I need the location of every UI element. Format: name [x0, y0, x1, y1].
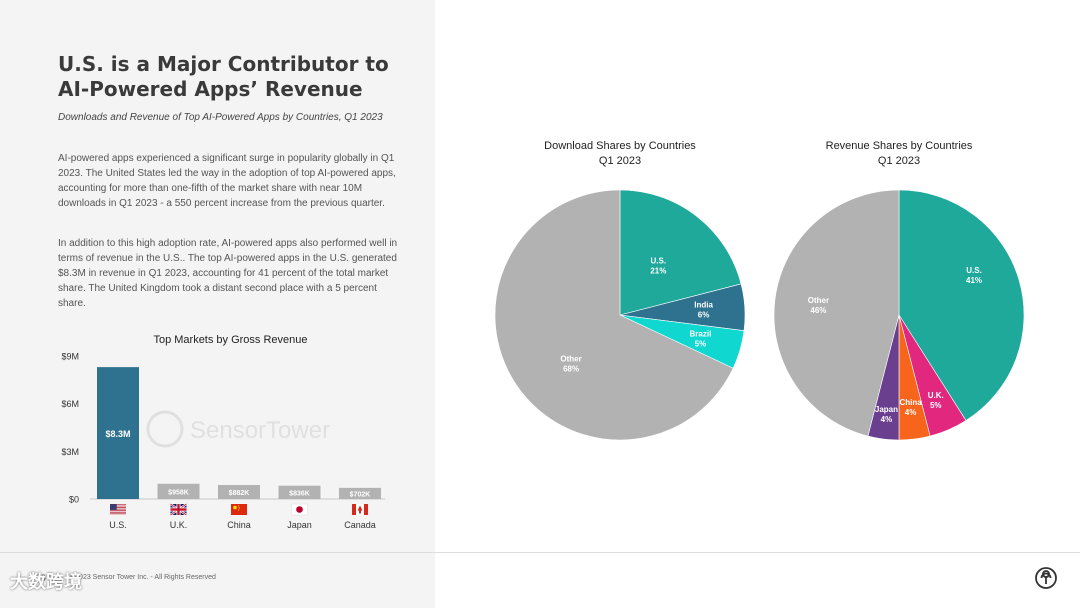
pie-slice-name: Other: [808, 296, 829, 305]
bar-chart-watermark: SensorTower: [146, 410, 330, 448]
sensortower-logo-icon: [1035, 567, 1057, 589]
bar-china: [218, 484, 260, 499]
pie-slice-name: India: [694, 301, 713, 310]
page-title: U.S. is a Major Contributor to AI-Powere…: [58, 52, 389, 101]
paragraph-downloads: AI-powered apps experienced a significan…: [58, 153, 396, 209]
pie-slice-value: 46%: [810, 306, 826, 315]
flag-star: [238, 507, 240, 509]
pie-slice-value: 4%: [905, 408, 917, 417]
revenue-pie-chart: Revenue Shares by Countries Q1 2023 U.S.41…: [773, 140, 1025, 441]
pie-slice-value: 41%: [966, 276, 982, 285]
japan-flag-icon: [291, 503, 308, 516]
pie-title: Download Shares by Countries: [544, 140, 696, 152]
flag-sun: [296, 506, 303, 513]
pie-title: Revenue Shares by Countries: [826, 140, 973, 152]
pie-slice-value: 6%: [698, 311, 710, 320]
flag-leaf: [357, 505, 363, 514]
flag-stripe: [110, 505, 126, 507]
bar-data-label: $836K: [289, 490, 310, 497]
y-tick-label: $0: [69, 495, 79, 505]
us-flag-icon: [110, 504, 126, 515]
pie-slice-name: Japan: [875, 405, 898, 414]
page-number: 29: [36, 573, 47, 583]
bar-japan: [278, 485, 321, 499]
x-tick-label: China: [227, 520, 251, 530]
y-tick-label: $9M: [61, 352, 79, 362]
y-tick-label: $6M: [61, 399, 79, 409]
bar-chart-title: Top Markets by Gross Revenue: [153, 334, 308, 346]
download-pie-chart: Download Shares by Countries Q1 2023 U.S.2…: [494, 140, 746, 441]
y-tick-label: $3M: [61, 447, 79, 457]
bar-uk: [157, 483, 200, 499]
pie-slice-value: 21%: [650, 267, 666, 276]
flag-stripe: [110, 510, 126, 512]
overlay-watermark-text: 大数跨境: [10, 572, 82, 593]
pie-slice-other: [494, 189, 734, 441]
pie-slice-name: U.K.: [928, 391, 944, 400]
bar-data-label: $958K: [168, 489, 189, 496]
pie-subtitle: Q1 2023: [599, 155, 641, 167]
flag-star: [237, 505, 240, 507]
bar-us: [97, 367, 139, 499]
flag-field: [231, 504, 247, 515]
flag-stripe: [110, 511, 126, 513]
flag-stripe: [110, 507, 126, 508]
pie-slice-name: U.S.: [966, 266, 982, 275]
x-tick-label: U.K.: [170, 520, 188, 530]
flag-band: [364, 504, 368, 515]
pie-slice-us: [619, 189, 742, 316]
pie-slice-name: Other: [560, 354, 581, 363]
flag-stripe: [110, 504, 126, 506]
page-subtitle: Downloads and Revenue of Top AI-Powered …: [58, 112, 383, 123]
pie-slice-other: [773, 189, 900, 437]
flag-stripe: [110, 508, 126, 510]
watermark-text: SensorTower: [190, 417, 330, 444]
bar-chart: SensorTower $0 $3M $6M $9M $8.3M U.S. $958K U.K.…: [61, 352, 385, 530]
bar-data-label: $882K: [229, 490, 250, 497]
x-tick-label: Japan: [287, 520, 312, 530]
flag-stripe: [110, 513, 126, 515]
china-flag-icon: [231, 504, 247, 515]
flag-cross-red: [170, 508, 187, 511]
flag-stripe: [110, 504, 126, 505]
flag-star: [237, 509, 240, 511]
flag-canton: [110, 504, 117, 510]
pie-slice-name: U.S.: [651, 257, 667, 266]
bar-data-label: $8.3M: [105, 429, 130, 439]
pie-slice-name: China: [899, 398, 922, 407]
pie-slice-name: Brazil: [690, 329, 712, 338]
pie-slice-value: 5%: [695, 339, 707, 348]
pie-slice-us: [898, 189, 1025, 421]
bar-data-label: $702K: [350, 491, 371, 498]
bar-canada: [339, 487, 381, 499]
flag-band: [352, 504, 356, 515]
x-tick-label: U.S.: [109, 520, 127, 530]
pie-slice-value: 68%: [563, 364, 579, 373]
pie-slice-value: 5%: [930, 401, 942, 410]
watermark-logo-icon: [146, 410, 184, 448]
x-tick-label: Canada: [344, 520, 376, 530]
copyright-text: ©2023 Sensor Tower Inc. - All Rights Res…: [70, 574, 216, 581]
uk-flag-icon: [169, 503, 188, 516]
flag-star: [233, 505, 237, 510]
pie-subtitle: Q1 2023: [878, 155, 920, 167]
paragraph-revenue: In addition to this high adoption rate, …: [58, 238, 398, 309]
footer-divider: [0, 552, 1080, 553]
canada-flag-icon: [352, 504, 368, 515]
pie-slice-value: 4%: [881, 415, 893, 424]
